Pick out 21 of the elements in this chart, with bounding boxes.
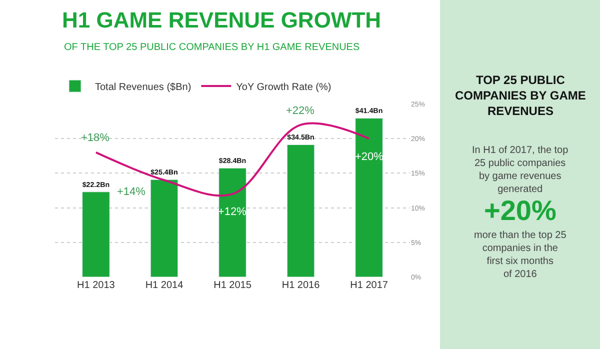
x-tick-label: H1 2014 (145, 280, 184, 291)
chart-subtitle: OF THE TOP 25 PUBLIC COMPANIES BY H1 GAME REVENUES (64, 42, 360, 53)
x-tick-label: H1 2017 (350, 280, 388, 291)
x-tick-label: H1 2016 (282, 280, 320, 291)
text: In H1 of 2017, the top 25 public companies by game revenues generated (472, 145, 569, 195)
bar (218, 168, 246, 277)
bar (286, 144, 315, 277)
x-tick-label: H1 2013 (77, 280, 116, 291)
text: +20% (484, 195, 556, 226)
text: TOP 25 PUBLIC COMPANIES BY GAME REVENUES (455, 73, 586, 118)
bar (150, 179, 178, 277)
bar (82, 192, 110, 277)
data-label: +22% (286, 105, 315, 117)
x-tick-label: H1 2015 (214, 280, 252, 291)
legend-label: YoY Growth Rate (%) (236, 82, 332, 93)
chart-title: H1 GAME REVENUE GROWTH (62, 7, 382, 32)
data-label: +14% (117, 186, 146, 198)
text: more than the top 25 companies in the first six months of 2016 (474, 230, 567, 280)
legend-label: Total Revenues ($Bn) (95, 82, 192, 93)
bar (355, 118, 383, 277)
data-label: +18% (81, 132, 110, 144)
